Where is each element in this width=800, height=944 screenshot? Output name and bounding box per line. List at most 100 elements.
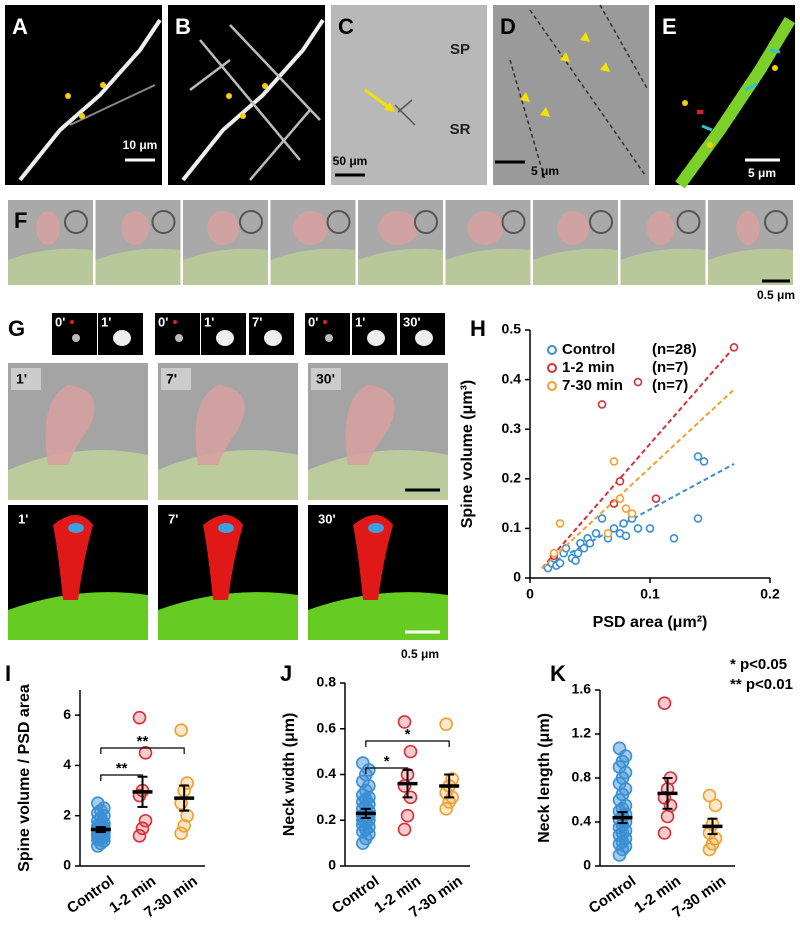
significance-label: * [384,753,390,770]
spine-render [353,515,393,600]
data-point [397,779,412,793]
y-tick-label: 0.8 [572,769,592,785]
scale-label: 0.5 μm [757,288,795,302]
data-point [138,746,153,760]
legend-label: 1-2 min [562,359,615,376]
y-tick-label: 0.3 [502,420,522,436]
spine-spot [325,334,333,342]
marker [79,113,85,119]
spine-region [121,211,150,245]
spine-spot [175,334,183,342]
y-tick-label: 0.4 [502,370,522,386]
membrane [764,210,788,234]
y-tick-label: 0.2 [502,470,522,486]
panel-label: K [550,661,566,686]
axon-region [95,248,181,285]
label-box [161,368,191,390]
significance-bracket [100,774,144,781]
scale-label: 5 μm [531,164,559,178]
y-axis-label: Spine volume (μm³) [459,380,476,528]
data-point [702,788,717,803]
x-tick-label: Control [586,873,639,918]
marker [262,83,268,89]
image-e [655,5,795,185]
data-point [174,723,188,738]
scatter-point [619,519,628,528]
trend-line [541,346,735,569]
data-point [439,802,453,816]
inset-image [52,313,97,355]
spine-render [203,515,243,600]
y-tick-label: 0.1 [502,519,522,535]
target [697,110,703,114]
scale-label: 50 μm [333,154,368,168]
uncaging-spot [70,320,74,324]
y-tick-label: 0 [328,857,336,873]
spine-region [292,211,329,245]
significance-label: ** [116,760,128,777]
spine-region [467,211,504,245]
scale-label: 0.5 μm [401,647,439,661]
marker [100,82,106,88]
time-label: 1' [16,371,27,387]
y-tick-label: 6 [63,706,71,722]
scale-label: 10 μm [123,138,158,152]
note: ** p<0.01 [730,676,793,693]
dendrite [181,18,325,182]
membrane [326,210,351,234]
scatter-point [609,457,619,466]
layer-label: SR [450,121,471,138]
time-label: 0' [308,314,318,329]
legend-label: Control [562,341,615,358]
panel-label: E [662,14,677,39]
data-point [356,756,370,770]
spine-spot [415,330,433,346]
mark [394,99,416,126]
spine-spot [264,330,282,346]
scatter-point [627,509,637,518]
significance-bracket [100,747,185,754]
arrow [364,88,391,110]
legend-count: (n=28) [652,341,697,358]
scatter-point [615,494,625,503]
trend-line [541,388,735,569]
time-label: 7' [168,511,178,526]
data-point [177,818,191,833]
y-axis-label: Neck length (μm) [536,713,553,843]
data-point [403,744,418,759]
significance-label: * [405,726,411,743]
axon-region [358,248,443,285]
time-label: 30' [316,371,335,387]
dendrite-render [308,592,448,640]
spine-region [36,211,60,245]
psd-render [68,523,84,533]
axon-region [708,248,793,285]
time-label: 1' [355,314,365,329]
dendrite [69,84,156,126]
dendrite-3d [675,16,796,189]
spine-render [53,515,93,600]
legend-marker [547,381,557,391]
marker [772,65,778,71]
x-tick-label: Control [64,873,117,918]
axon-region [8,450,148,500]
inset-image [305,313,350,355]
membrane [676,210,701,234]
significance-bracket [365,767,409,774]
data-point [356,774,370,789]
axon-region [533,248,618,285]
y-tick-label: 1.2 [572,725,592,741]
y-tick-label: 4 [63,756,71,772]
data-point [180,776,194,790]
spine-region [207,211,239,245]
scatter-point [699,457,709,466]
scatter-point [633,524,643,533]
scale-label: 5 μm [748,166,776,180]
panel-label: A [12,14,28,39]
scatter-point [571,556,580,565]
arrow-head [384,102,395,112]
axon-region [158,450,298,500]
spine-spot [113,330,131,346]
